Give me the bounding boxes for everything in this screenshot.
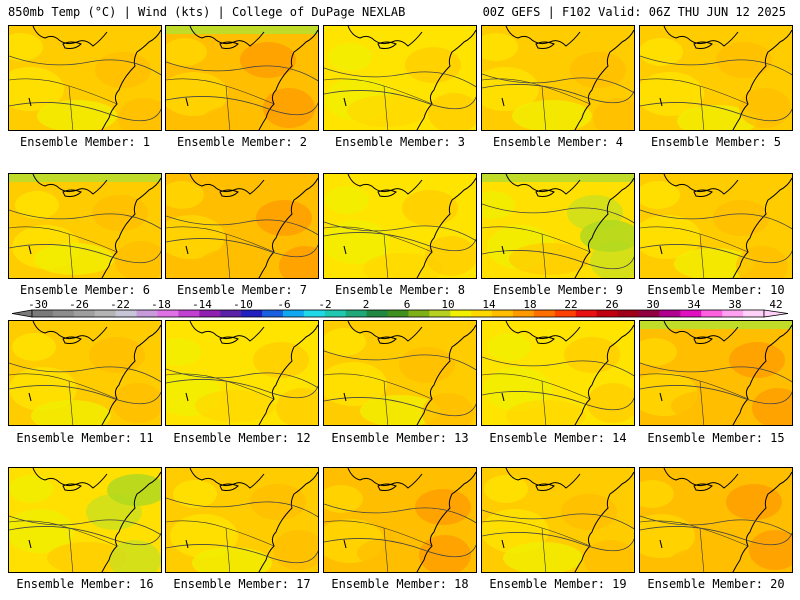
ensemble-map-10 bbox=[639, 173, 793, 279]
colorbar-tick-label: -22 bbox=[110, 300, 130, 311]
colorbar-tick-label: -2 bbox=[318, 300, 331, 311]
colorbar-swatch bbox=[722, 310, 744, 317]
colorbar-swatch bbox=[303, 310, 326, 317]
colorbar-swatch bbox=[282, 310, 305, 317]
ensemble-map-12 bbox=[165, 320, 319, 426]
colorbar-swatch bbox=[220, 310, 242, 317]
colorbar-swatch bbox=[178, 310, 200, 317]
colorbar-swatch bbox=[157, 310, 179, 317]
chart-title: 850mb Temp (°C) | Wind (kts) | College o… bbox=[8, 5, 406, 19]
ensemble-member-label: Ensemble Member: 20 bbox=[647, 577, 785, 591]
ensemble-member-label: Ensemble Member: 11 bbox=[16, 431, 154, 445]
ensemble-map-1 bbox=[8, 25, 162, 131]
colorbar-tick-label: -6 bbox=[277, 300, 290, 311]
colorbar-swatch bbox=[701, 310, 723, 317]
colorbar-swatch bbox=[136, 310, 158, 317]
ensemble-member-label: Ensemble Member: 5 bbox=[650, 135, 782, 149]
ensemble-map-18 bbox=[323, 467, 477, 573]
colorbar-tick-label: 38 bbox=[728, 300, 741, 311]
ensemble-map-6 bbox=[8, 173, 162, 279]
colorbar-tick-label: -26 bbox=[69, 300, 89, 311]
colorbar-arrow-right bbox=[763, 309, 788, 318]
colorbar-swatch bbox=[471, 310, 493, 317]
ensemble-map-11 bbox=[8, 320, 162, 426]
temperature-colorbar: -30 -26 -22 -18 -14 -10 -6 -2 2 6 10 14 18 22 26 30 34 38… bbox=[12, 300, 788, 318]
ensemble-member-label: Ensemble Member: 17 bbox=[173, 577, 311, 591]
ensemble-member-label: Ensemble Member: 8 bbox=[334, 283, 466, 297]
ensemble-member-label: Ensemble Member: 12 bbox=[173, 431, 311, 445]
colorbar-swatch bbox=[680, 310, 702, 317]
colorbar-swatch bbox=[324, 310, 347, 317]
ensemble-member-label: Ensemble Member: 10 bbox=[647, 283, 785, 297]
colorbar-tick-label: 18 bbox=[523, 300, 536, 311]
ensemble-member-label: Ensemble Member: 19 bbox=[489, 577, 627, 591]
ensemble-member-label: Ensemble Member: 18 bbox=[331, 577, 469, 591]
ensemble-member-label: Ensemble Member: 16 bbox=[16, 577, 154, 591]
colorbar-arrow-left bbox=[12, 309, 33, 318]
colorbar-swatch bbox=[387, 310, 409, 317]
ensemble-map-15 bbox=[639, 320, 793, 426]
ensemble-member-label: Ensemble Member: 13 bbox=[331, 431, 469, 445]
ensemble-map-14 bbox=[481, 320, 635, 426]
ensemble-member-label: Ensemble Member: 9 bbox=[492, 283, 624, 297]
colorbar-swatch bbox=[366, 310, 389, 317]
colorbar-swatch bbox=[492, 310, 514, 317]
colorbar-tick-label: -14 bbox=[192, 300, 212, 311]
colorbar-tick-label: 42 bbox=[769, 300, 782, 311]
ensemble-member-label: Ensemble Member: 7 bbox=[176, 283, 308, 297]
colorbar-swatch bbox=[199, 310, 221, 317]
colorbar-swatch bbox=[743, 310, 765, 317]
colorbar-swatch bbox=[575, 310, 598, 317]
ensemble-member-label: Ensemble Member: 4 bbox=[492, 135, 624, 149]
colorbar-swatch bbox=[554, 310, 577, 317]
colorbar-swatch bbox=[659, 310, 681, 317]
ensemble-member-label: Ensemble Member: 14 bbox=[489, 431, 627, 445]
colorbar-swatch bbox=[52, 310, 75, 317]
colorbar-swatch bbox=[73, 310, 96, 317]
colorbar-swatch bbox=[115, 310, 138, 317]
colorbar-tick-label: -18 bbox=[151, 300, 171, 311]
ensemble-map-5 bbox=[639, 25, 793, 131]
colorbar-tick-label: 6 bbox=[404, 300, 411, 311]
colorbar-swatch bbox=[513, 310, 535, 317]
colorbar-swatch bbox=[32, 310, 54, 317]
colorbar-swatch bbox=[638, 310, 660, 317]
ensemble-member-label: Ensemble Member: 6 bbox=[19, 283, 151, 297]
ensemble-map-4 bbox=[481, 25, 635, 131]
ensemble-map-13 bbox=[323, 320, 477, 426]
colorbar-swatch bbox=[262, 310, 284, 317]
ensemble-map-2 bbox=[165, 25, 319, 131]
colorbar-swatch bbox=[533, 310, 556, 317]
colorbar-swatch bbox=[345, 310, 368, 317]
colorbar-tick-label: -30 bbox=[28, 300, 48, 311]
ensemble-member-label: Ensemble Member: 3 bbox=[334, 135, 466, 149]
ensemble-map-17 bbox=[165, 467, 319, 573]
ensemble-map-3 bbox=[323, 25, 477, 131]
colorbar-tick-label: -10 bbox=[233, 300, 253, 311]
colorbar-swatch bbox=[617, 310, 640, 317]
ensemble-member-label: Ensemble Member: 1 bbox=[19, 135, 151, 149]
ensemble-map-9 bbox=[481, 173, 635, 279]
colorbar-tick-label: 22 bbox=[564, 300, 577, 311]
ensemble-member-label: Ensemble Member: 2 bbox=[176, 135, 308, 149]
colorbar-swatch bbox=[241, 310, 263, 317]
ensemble-map-8 bbox=[323, 173, 477, 279]
ensemble-map-20 bbox=[639, 467, 793, 573]
colorbar-swatch bbox=[450, 310, 472, 317]
colorbar-tick-label: 26 bbox=[605, 300, 618, 311]
colorbar-swatch bbox=[429, 310, 451, 317]
colorbar-swatch bbox=[94, 310, 117, 317]
colorbar-tick-label: 30 bbox=[646, 300, 659, 311]
colorbar-tick-label: 2 bbox=[363, 300, 370, 311]
colorbar-tick-label: 10 bbox=[441, 300, 454, 311]
ensemble-map-7 bbox=[165, 173, 319, 279]
ensemble-map-19 bbox=[481, 467, 635, 573]
colorbar-swatch bbox=[596, 310, 619, 317]
colorbar-tick-label: 14 bbox=[482, 300, 496, 311]
colorbar-tick-label: 34 bbox=[687, 300, 701, 311]
run-valid-time: 00Z GEFS | F102 Valid: 06Z THU JUN 12 20… bbox=[482, 5, 786, 19]
ensemble-map-16 bbox=[8, 467, 162, 573]
ensemble-member-label: Ensemble Member: 15 bbox=[647, 431, 785, 445]
colorbar-swatch bbox=[408, 310, 430, 317]
